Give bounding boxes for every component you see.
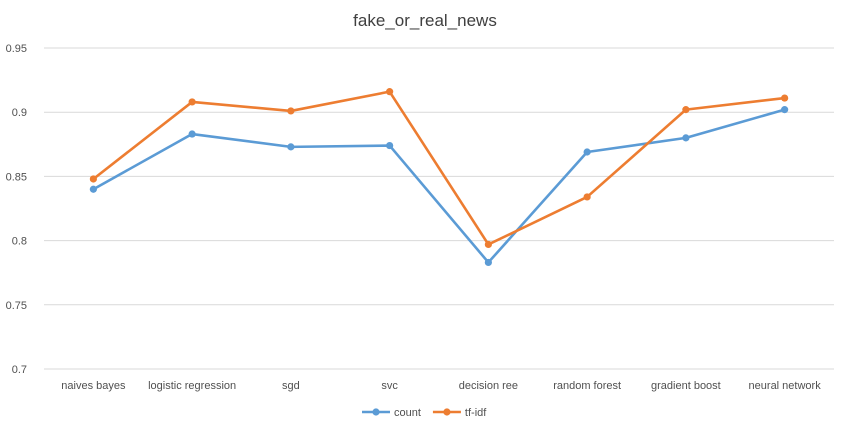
x-tick-label: neural network (749, 380, 822, 392)
data-point (583, 193, 591, 201)
legend-item: count (362, 407, 421, 419)
chart-title: fake_or_real_news (353, 11, 497, 30)
data-point (682, 134, 690, 142)
series-count (89, 106, 789, 267)
y-tick-label: 0.85 (6, 171, 27, 183)
legend-swatch-marker (443, 408, 451, 416)
data-point (89, 175, 97, 183)
series-tf-idf (89, 88, 789, 249)
data-point (781, 94, 789, 102)
data-point (583, 148, 591, 156)
legend-label: count (394, 407, 421, 419)
data-point (188, 130, 196, 138)
data-point (386, 141, 394, 150)
legend: count tf-idf (362, 407, 487, 419)
legend-swatch-marker (372, 408, 380, 416)
series-lines (89, 88, 789, 267)
x-tick-label: svc (381, 380, 398, 392)
x-tick-label: random forest (553, 380, 621, 392)
data-point (89, 185, 97, 193)
x-tick-label: sgd (282, 380, 300, 392)
series-line (92, 108, 786, 264)
y-tick-label: 0.9 (12, 107, 27, 119)
data-point (682, 106, 690, 114)
data-point (484, 240, 492, 249)
gridlines (44, 47, 834, 370)
legend-label: tf-idf (465, 407, 487, 419)
data-point (386, 88, 394, 96)
data-point (781, 106, 789, 114)
data-point (484, 258, 492, 267)
data-point (287, 107, 295, 115)
series-line (92, 90, 786, 246)
y-tick-label: 0.7 (12, 364, 27, 376)
x-axis-ticks: naives bayes logistic regression sgd svc dec… (61, 380, 821, 392)
y-tick-label: 0.95 (6, 43, 27, 55)
x-tick-label: decision ree (459, 380, 518, 392)
legend-item: tf-idf (432, 407, 487, 419)
data-point (287, 143, 295, 151)
x-tick-label: gradient boost (651, 380, 721, 392)
y-tick-label: 0.8 (12, 236, 27, 248)
data-point (188, 98, 196, 106)
x-tick-label: logistic regression (148, 380, 236, 392)
x-tick-label: naives bayes (61, 380, 126, 392)
y-axis-ticks: 0.7 0.75 0.8 0.85 0.9 0.95 (6, 43, 27, 376)
y-tick-label: 0.75 (6, 300, 27, 312)
